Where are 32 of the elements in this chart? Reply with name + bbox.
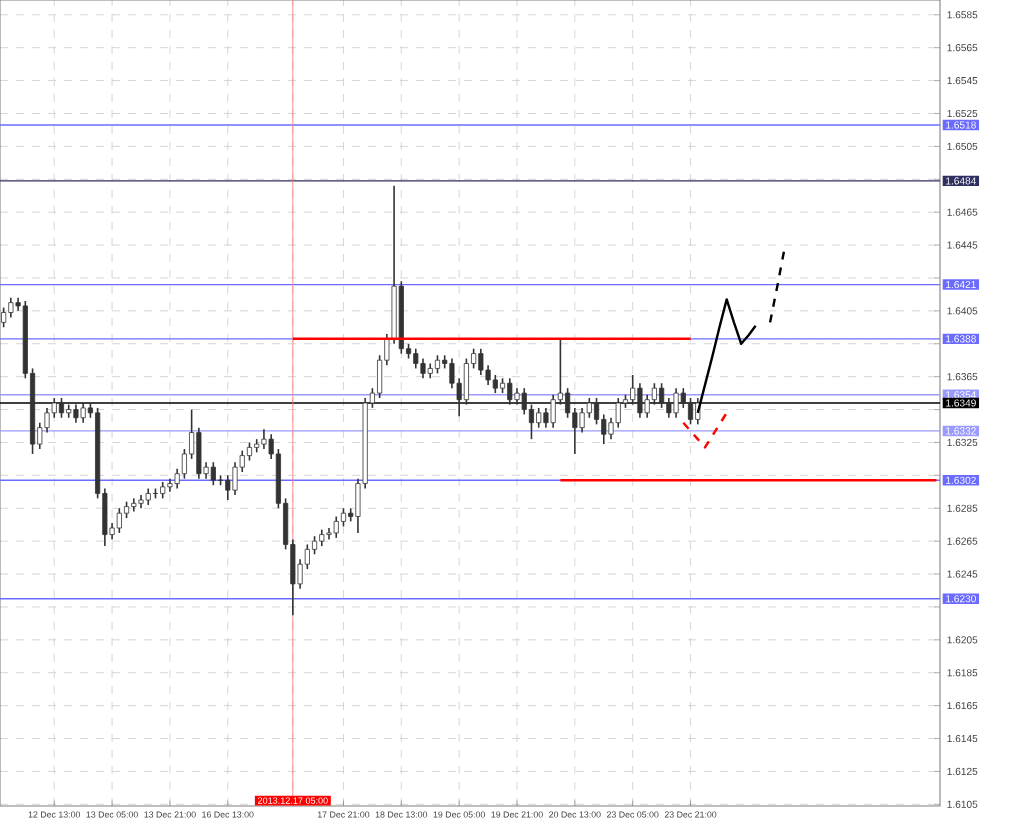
candlestick	[507, 377, 513, 406]
candlestick	[651, 382, 657, 406]
candlestick	[420, 357, 426, 380]
candlestick	[58, 397, 65, 419]
candlestick	[630, 374, 636, 406]
candlestick	[673, 387, 679, 419]
candlestick	[579, 407, 585, 434]
candlestick	[463, 357, 469, 406]
candlestick	[550, 393, 556, 429]
candlestick	[80, 402, 86, 424]
candlestick	[225, 474, 231, 501]
candlestick	[131, 497, 137, 513]
candlestick	[659, 382, 665, 409]
candlestick	[644, 393, 650, 419]
candlestick	[116, 507, 122, 534]
candlestick	[536, 407, 542, 429]
candlestick	[1, 306, 7, 329]
candlestick	[333, 515, 339, 539]
candlestick	[73, 403, 79, 424]
line-series	[682, 411, 728, 449]
candlestick	[340, 507, 347, 528]
candlestick	[196, 426, 202, 480]
candlestick	[8, 296, 14, 319]
candlestick	[261, 428, 267, 450]
candlestick	[210, 461, 216, 487]
candlestick	[637, 382, 643, 419]
candlestick	[521, 387, 527, 416]
candlestick	[246, 441, 253, 462]
candlestick	[434, 354, 441, 375]
candlestick	[413, 347, 419, 370]
candlestick	[687, 397, 694, 426]
candlestick	[543, 407, 549, 429]
